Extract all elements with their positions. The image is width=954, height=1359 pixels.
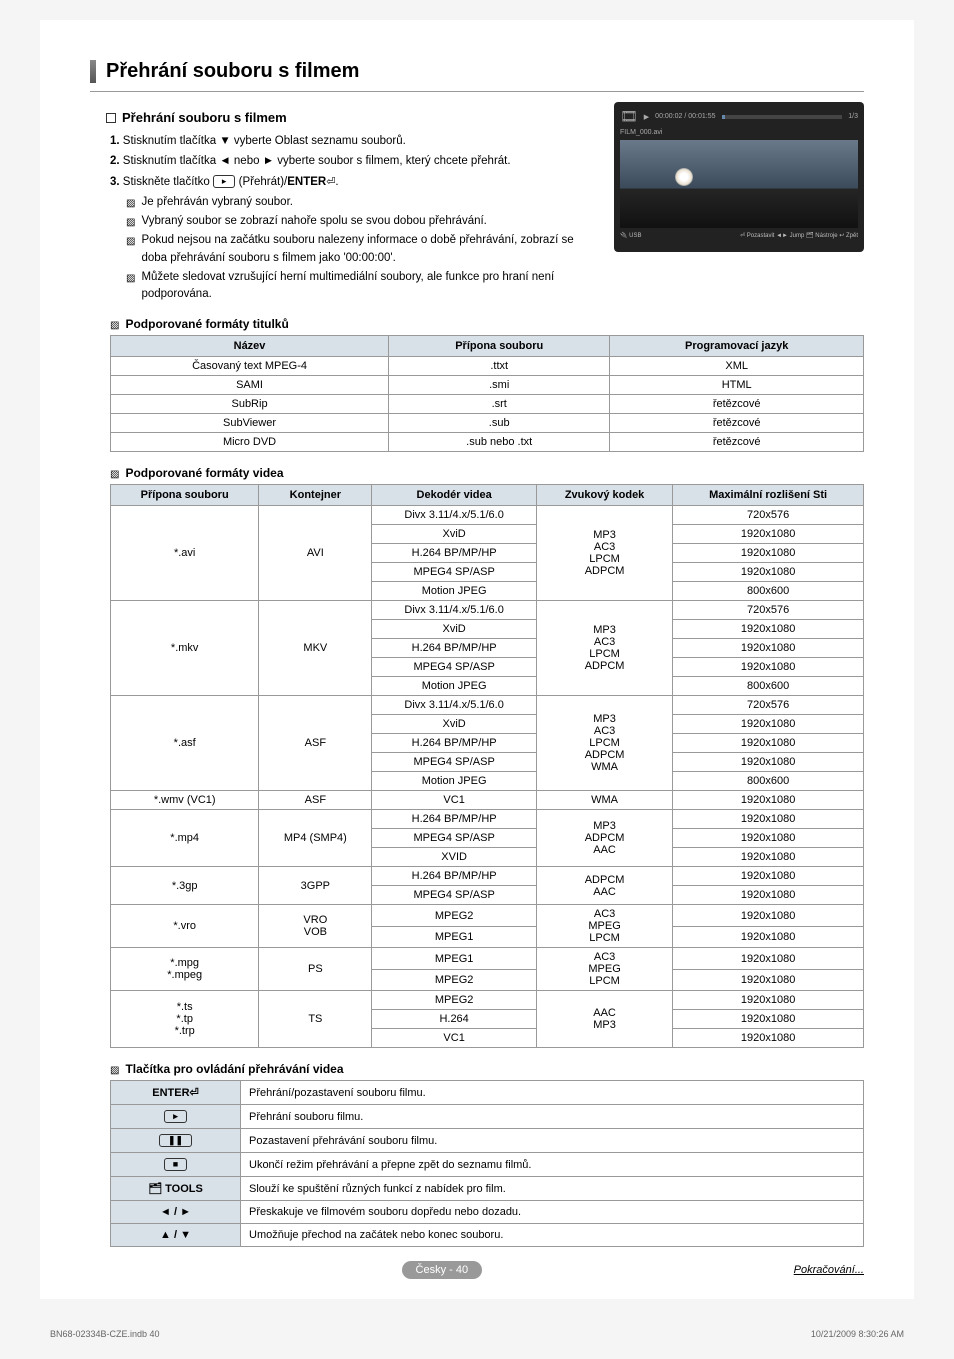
- section-icon: [106, 113, 116, 123]
- subtitle-formats-title: Podporované formáty titulků: [125, 317, 288, 331]
- note-icon: ▨: [110, 1065, 119, 1076]
- control-button-label: ◄ / ►: [111, 1201, 241, 1224]
- control-description: Umožňuje přechod na začátek nebo konec s…: [241, 1224, 864, 1247]
- step-3: 3. Stiskněte tlačítko ▸ (Přehrát)/ENTER⏎…: [110, 174, 600, 191]
- subtitle-formats-table: Název Přípona souboru Programovací jazyk…: [110, 335, 864, 452]
- note-text: Je přehráván vybraný soubor.: [141, 194, 293, 211]
- note-icon: ▨: [126, 215, 135, 230]
- file-count: 1/3: [848, 113, 858, 120]
- progress-bar: [722, 115, 843, 119]
- col-header: Přípona souboru: [389, 336, 610, 357]
- note-icon: ▨: [110, 469, 119, 480]
- notes-list: ▨ Je přehráván vybraný soubor. ▨ Vybraný s…: [126, 194, 600, 304]
- col-header: Kontejner: [259, 485, 372, 506]
- control-description: Ukončí režim přehrávání a přepne zpět do…: [241, 1153, 864, 1177]
- note-icon: ▨: [110, 320, 119, 331]
- video-formats-title: Podporované formáty videa: [125, 466, 283, 480]
- meta-filename: BN68-02334B-CZE.indb 40: [50, 1329, 160, 1339]
- table-cell: XML: [610, 357, 864, 376]
- table-row: ▲ / ▼Umožňuje přechod na začátek nebo ko…: [111, 1224, 864, 1247]
- page-title: Přehrání souboru s filmem: [106, 60, 359, 83]
- note-text: Můžete sledovat vzrušující herní multime…: [141, 269, 600, 304]
- table-cell: SAMI: [111, 376, 389, 395]
- control-description: Pozastavení přehrávání souboru filmu.: [241, 1129, 864, 1153]
- control-button-label: ▸: [111, 1105, 241, 1129]
- note-icon: ▨: [126, 196, 135, 211]
- step-2: 2. Stisknutím tlačítka ◄ nebo ► vyberte …: [110, 153, 600, 170]
- table-cell: Micro DVD: [111, 433, 389, 452]
- table-cell: SubViewer: [111, 414, 389, 433]
- table-cell: .ttxt: [389, 357, 610, 376]
- control-button-label: ❚❚: [111, 1129, 241, 1153]
- time-display: 00:00:02 / 00:01:55: [655, 113, 715, 120]
- control-buttons-title: Tlačítka pro ovládání přehrávání videa: [125, 1062, 343, 1076]
- control-description: Přehrání souboru filmu.: [241, 1105, 864, 1129]
- table-row: SAMI.smiHTML: [111, 376, 864, 395]
- table-row: 🗂 TOOLSSlouží ke spuštění různých funkcí…: [111, 1177, 864, 1201]
- video-preview-thumbnail: 🎞 ▶ 00:00:02 / 00:01:55 1/3 FILM_000.avi…: [614, 102, 864, 252]
- continue-text: Pokračování...: [794, 1264, 864, 1276]
- table-row: ❚❚Pozastavení přehrávání souboru filmu.: [111, 1129, 864, 1153]
- table-row: SubViewer.subřetězcové: [111, 414, 864, 433]
- note-text: Pokud nejsou na začátku souboru nalezeny…: [141, 232, 600, 267]
- col-header: Zvukový kodek: [536, 485, 672, 506]
- table-row: Časovaný text MPEG-4.ttxtXML: [111, 357, 864, 376]
- meta-timestamp: 10/21/2009 8:30:26 AM: [811, 1329, 904, 1339]
- col-header: Maximální rozlišení Sti: [673, 485, 864, 506]
- table-cell: Časovaný text MPEG-4: [111, 357, 389, 376]
- control-hints: ⏎ Pozastavit ◄► Jump 🗂 Nástroje ↩ Zpět: [740, 232, 858, 239]
- table-cell: .sub nebo .txt: [389, 433, 610, 452]
- instruction-steps: 1. Stisknutím tlačítka ▼ vyberte Oblast …: [110, 133, 600, 191]
- control-description: Přeskakuje ve filmovém souboru dopředu n…: [241, 1201, 864, 1224]
- table-row: ◄ / ►Přeskakuje ve filmovém souboru dopř…: [111, 1201, 864, 1224]
- col-header: Název: [111, 336, 389, 357]
- table-row: ■Ukončí režim přehrávání a přepne zpět d…: [111, 1153, 864, 1177]
- table-cell: řetězcové: [610, 395, 864, 414]
- video-formats-table: Přípona souboru Kontejner Dekodér videa …: [110, 484, 864, 1048]
- control-description: Slouží ke spuštění různých funkcí z nabí…: [241, 1177, 864, 1201]
- note-icon: ▨: [126, 234, 135, 249]
- col-header: Dekodér videa: [372, 485, 537, 506]
- control-buttons-table: ENTER⏎Přehrání/pozastavení souboru filmu…: [110, 1080, 864, 1247]
- table-cell: .sub: [389, 414, 610, 433]
- control-button-label: ■: [111, 1153, 241, 1177]
- control-button-label: 🗂 TOOLS: [111, 1177, 241, 1201]
- table-row: ENTER⏎Přehrání/pozastavení souboru filmu…: [111, 1081, 864, 1105]
- table-cell: .srt: [389, 395, 610, 414]
- control-description: Přehrání/pozastavení souboru filmu.: [241, 1081, 864, 1105]
- note-text: Vybraný soubor se zobrazí nahoře spolu s…: [141, 213, 486, 230]
- table-cell: řetězcové: [610, 414, 864, 433]
- table-row: ▸Přehrání souboru filmu.: [111, 1105, 864, 1129]
- video-frame: [620, 140, 858, 228]
- play-icon-small: ▶: [644, 113, 649, 121]
- col-header: Programovací jazyk: [610, 336, 864, 357]
- control-button-label: ▲ / ▼: [111, 1224, 241, 1247]
- note-icon: ▨: [126, 271, 135, 286]
- table-cell: SubRip: [111, 395, 389, 414]
- table-cell: .smi: [389, 376, 610, 395]
- usb-label: 🔌 USB: [620, 232, 641, 239]
- table-cell: HTML: [610, 376, 864, 395]
- table-row: SubRip.srtřetězcové: [111, 395, 864, 414]
- page-number-badge: Česky - 40: [402, 1261, 483, 1279]
- reel-icon: 🎞: [620, 108, 638, 125]
- play-button-icon: ▸: [213, 175, 236, 188]
- table-cell: řetězcové: [610, 433, 864, 452]
- step-1: 1. Stisknutím tlačítka ▼ vyberte Oblast …: [110, 133, 600, 150]
- filename-label: FILM_000.avi: [620, 129, 858, 136]
- col-header: Přípona souboru: [111, 485, 259, 506]
- section-title: Přehrání souboru s filmem: [122, 110, 287, 125]
- control-button-label: ENTER⏎: [111, 1081, 241, 1105]
- table-row: Micro DVD.sub nebo .txtřetězcové: [111, 433, 864, 452]
